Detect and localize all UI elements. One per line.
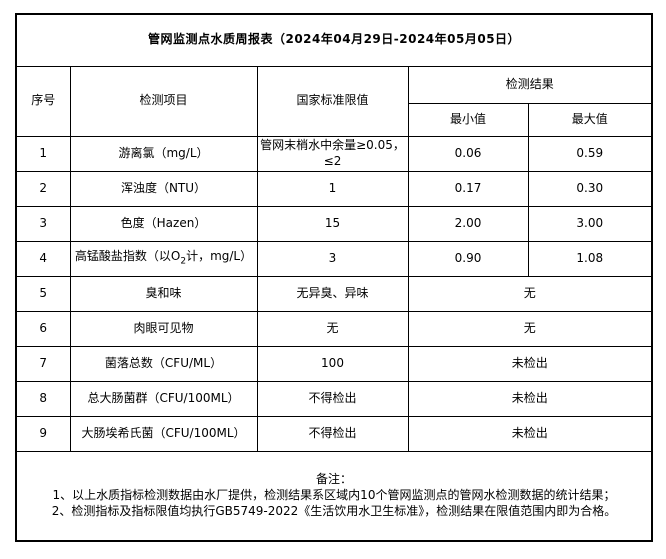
table-row: 5 臭和味 无异臭、异味 无 [15,275,653,312]
cell-item: 总大肠菌群（CFU/100ML） [69,380,258,417]
table-row: 6 肉眼可见物 无 无 [15,310,653,347]
item-text-pre: 高锰酸盐指数（以O [74,248,181,263]
col-header-no: 序号 [15,65,71,137]
cell-item: 大肠埃希氏菌（CFU/100ML） [69,415,258,452]
table-row: 2 浑浊度（NTU） 1 0.17 0.30 [15,170,653,207]
cell-no: 9 [15,415,71,452]
cell-no: 2 [15,170,71,207]
header-row-1: 序号 检测项目 国家标准限值 检测结果 [15,65,653,137]
cell-no: 7 [15,345,71,382]
cell-no: 6 [15,310,71,347]
cell-standard: 1 [256,170,409,207]
notes-row: 备注： 1、以上水质指标检测数据由水厂提供，检测结果系区域内10个管网监测点的管… [15,450,653,542]
notes-line-1: 1、以上水质指标检测数据由水厂提供，检测结果系区域内10个管网监测点的管网水检测… [52,487,616,502]
cell-standard: 不得检出 [256,415,409,452]
cell-min: 0.90 [407,240,529,277]
cell-min: 2.00 [407,205,529,242]
cell-standard: 无异臭、异味 [256,275,409,312]
cell-standard: 不得检出 [256,380,409,417]
table-row: 7 菌落总数（CFU/ML） 100 未检出 [15,345,653,382]
cell-standard: 15 [256,205,409,242]
col-header-result-group: 检测结果 [407,65,653,104]
cell-max: 1.08 [527,240,653,277]
cell-max: 0.30 [527,170,653,207]
cell-standard: 管网末梢水中余量≥0.05，≤2 [256,135,409,172]
col-header-standard: 国家标准限值 [256,65,409,137]
cell-item: 浑浊度（NTU） [69,170,258,207]
cell-item: 高锰酸盐指数（以O2计，mg/L） [69,240,258,277]
cell-item: 臭和味 [69,275,258,312]
notes-line-2: 2、检测指标及指标限值均执行GB5749-2022《生活饮用水卫生标准》，检测结… [51,503,617,518]
title-row: 管网监测点水质周报表（2024年04月29日-2024年05月05日） [15,13,653,67]
cell-max: 0.59 [527,135,653,172]
col-header-min: 最小值 [407,102,529,137]
cell-result: 未检出 [407,415,653,452]
header-row-2: 最小值 最大值 [16,102,653,137]
cell-result: 未检出 [407,380,653,417]
cell-no: 1 [15,135,71,172]
cell-min: 0.06 [407,135,529,172]
cell-item: 色度（Hazen） [69,205,258,242]
item-text-post: 计，mg/L） [186,248,253,263]
cell-item: 菌落总数（CFU/ML） [69,345,258,382]
cell-result: 未检出 [407,345,653,382]
cell-no: 3 [15,205,71,242]
cell-no: 4 [15,240,71,277]
cell-result: 无 [407,275,653,312]
cell-standard: 3 [256,240,409,277]
notes-section: 备注： 1、以上水质指标检测数据由水厂提供，检测结果系区域内10个管网监测点的管… [15,450,653,542]
table-row: 9 大肠埃希氏菌（CFU/100ML） 不得检出 未检出 [15,415,653,452]
cell-max: 3.00 [527,205,653,242]
cell-item: 肉眼可见物 [69,310,258,347]
col-header-item: 检测项目 [69,65,258,137]
table-row: 3 色度（Hazen） 15 2.00 3.00 [15,205,653,242]
cell-item: 游离氯（mg/L） [69,135,258,172]
cell-standard: 无 [256,310,409,347]
cell-no: 8 [15,380,71,417]
item-text-subscript: 2 [180,256,187,267]
water-quality-table: 管网监测点水质周报表（2024年04月29日-2024年05月05日） 序号 检… [15,13,654,542]
page-title: 管网监测点水质周报表（2024年04月29日-2024年05月05日） [15,13,653,67]
table-row: 1 游离氯（mg/L） 管网末梢水中余量≥0.05，≤2 0.06 0.59 [15,135,653,172]
table-row: 8 总大肠菌群（CFU/100ML） 不得检出 未检出 [15,380,653,417]
notes-label: 备注： [316,472,353,487]
col-header-max: 最大值 [527,102,653,137]
cell-min: 0.17 [407,170,529,207]
cell-standard: 100 [256,345,409,382]
cell-result: 无 [407,310,653,347]
cell-no: 5 [15,275,71,312]
table-row: 4 高锰酸盐指数（以O2计，mg/L） 3 0.90 1.08 [15,240,653,277]
